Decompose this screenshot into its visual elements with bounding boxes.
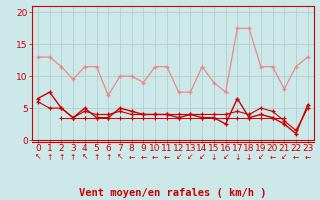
- Text: ←: ←: [305, 153, 311, 162]
- Text: ↓: ↓: [246, 153, 252, 162]
- Text: ↖: ↖: [35, 153, 41, 162]
- Text: Vent moyen/en rafales ( km/h ): Vent moyen/en rafales ( km/h ): [79, 188, 267, 198]
- Text: ↖: ↖: [82, 153, 88, 162]
- Text: ←: ←: [269, 153, 276, 162]
- Text: ↙: ↙: [258, 153, 264, 162]
- Text: ←: ←: [152, 153, 158, 162]
- Text: ↓: ↓: [211, 153, 217, 162]
- Text: ↓: ↓: [234, 153, 241, 162]
- Text: ↑: ↑: [93, 153, 100, 162]
- Text: ↙: ↙: [187, 153, 194, 162]
- Text: ←: ←: [293, 153, 299, 162]
- Text: ↑: ↑: [105, 153, 111, 162]
- Text: ↑: ↑: [58, 153, 65, 162]
- Text: ↙: ↙: [175, 153, 182, 162]
- Text: ←: ←: [164, 153, 170, 162]
- Text: ←: ←: [140, 153, 147, 162]
- Text: ↑: ↑: [46, 153, 53, 162]
- Text: ←: ←: [129, 153, 135, 162]
- Text: ↙: ↙: [281, 153, 287, 162]
- Text: ↙: ↙: [222, 153, 229, 162]
- Text: ↖: ↖: [117, 153, 123, 162]
- Text: ↙: ↙: [199, 153, 205, 162]
- Text: ↑: ↑: [70, 153, 76, 162]
